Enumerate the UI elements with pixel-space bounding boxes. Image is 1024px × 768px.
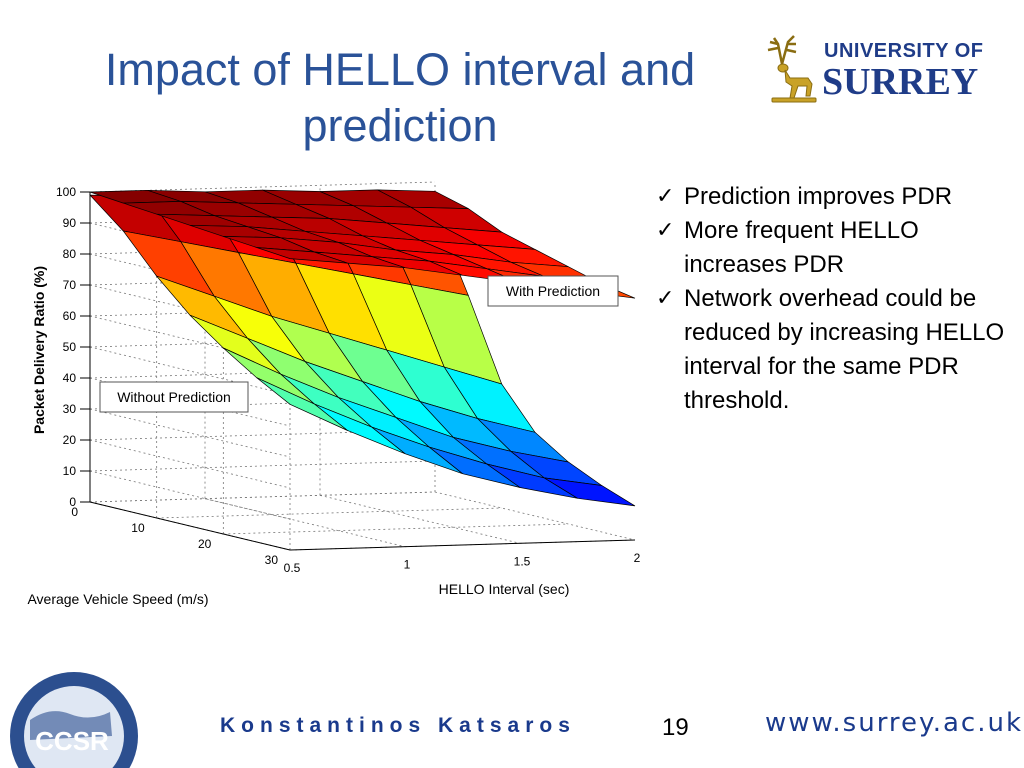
slide-title: Impact of HELLO interval and prediction [104,44,696,151]
z-tick-label: 20 [63,433,77,447]
with-prediction-label: With Prediction [506,283,600,299]
axis-line [89,501,291,551]
with-prediction-annotation: With Prediction [487,275,619,307]
bullet-item: ✓ Prediction improves PDR [652,180,1012,214]
grid-line [89,408,291,458]
bullet-item: ✓ More frequent HELLO increases PDR [652,214,1012,282]
grid-line [89,377,291,427]
grid-line [223,523,569,535]
y-tick-label: 0 [71,505,78,519]
y-tick-label: 20 [198,537,212,551]
pdr-surface-chart: 0 10 20 30 40 50 60 70 80 90 100 0 10 20 30 0.5 1 1.5 2 Pa… [27,181,641,607]
logo-line2: SURREY [822,61,979,103]
grid-line [89,470,291,520]
footer-url[interactable]: www.surrey.ac.uk [765,708,1024,738]
z-tick-label: 0 [69,495,76,509]
grid-line [89,491,436,503]
grid-line [319,494,521,544]
z-tick-label: 10 [63,464,77,478]
y-axis-label: Average Vehicle Speed (m/s) [27,591,208,607]
y-tick-label: 10 [131,521,145,535]
ccsr-logo: CCSR [10,672,138,768]
z-tick-label: 30 [63,402,77,416]
x-tick-label: 1.5 [514,554,531,568]
university-logo: UNIVERSITY OF SURREY [760,30,1000,110]
z-tick-label: 60 [63,309,77,323]
grid-line [204,498,406,548]
grid-line [434,491,636,541]
x-axis-label: HELLO Interval (sec) [439,581,570,597]
grid-line [156,507,502,519]
z-tick-label: 80 [63,247,77,261]
axis-line [289,539,636,551]
footer-author: Konstantinos Katsaros [220,714,576,737]
check-icon: ✓ [656,218,675,243]
chart-ticks: 0 10 20 30 40 50 60 70 80 90 100 0 10 20 30 0.5 1 1.5 2 [56,185,641,575]
check-icon: ✓ [656,184,675,209]
surface-cell [256,377,348,431]
bullet-item: ✓ Network overhead could be reduced by in… [652,282,1012,418]
z-tick-label: 50 [63,340,77,354]
z-tick-label: 100 [56,185,76,199]
check-icon: ✓ [656,286,675,311]
z-axis-label: Packet Delivery Ratio (%) [31,266,47,434]
stag-icon [767,35,817,103]
logo-line1: UNIVERSITY OF [824,40,984,62]
x-tick-label: 2 [634,551,641,565]
chart-surfaces [89,189,636,507]
bullet-list: ✓ Prediction improves PDR ✓ More frequent … [652,180,1012,418]
z-tick-label: 90 [63,216,77,230]
ccsr-label: CCSR [35,726,109,756]
grid-line [89,439,291,489]
page-number: 19 [662,714,689,741]
without-prediction-annotation: Without Prediction [99,381,249,413]
x-tick-label: 1 [404,558,411,572]
z-tick-label: 40 [63,371,77,385]
y-tick-label: 30 [265,553,279,567]
bullet-text: More frequent HELLO increases PDR [684,217,919,278]
grid-line [89,346,291,396]
x-tick-label: 0.5 [284,561,301,575]
grid-line [89,460,436,472]
bullet-text: Prediction improves PDR [684,183,953,210]
without-prediction-label: Without Prediction [117,389,231,405]
surface-cell [256,247,348,264]
z-tick-label: 70 [63,278,77,292]
bullet-text: Network overhead could be reduced by inc… [684,285,1005,414]
